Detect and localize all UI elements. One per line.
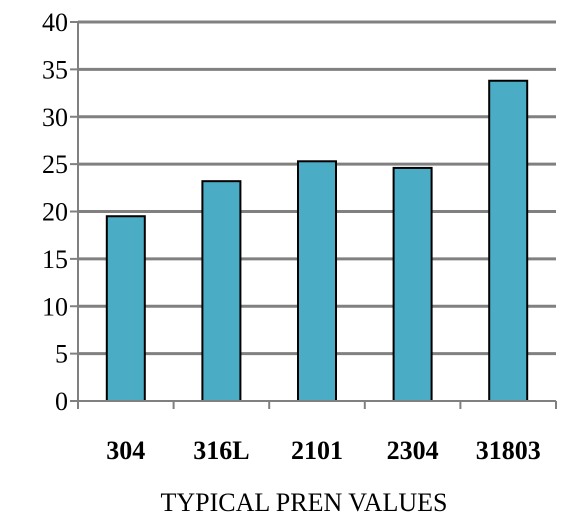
x-axis-title: TYPICAL PREN VALUES	[160, 488, 447, 517]
bar-2304	[392, 166, 433, 402]
x-tick-labels: 304 316L 2101 2304 31803	[106, 436, 540, 465]
y-tick-label: 20	[42, 198, 68, 227]
y-tick-label: 15	[42, 245, 68, 274]
bar-316L	[201, 180, 242, 402]
y-tick-labels: 0 5 10 15 20 25 30 35 40	[42, 8, 68, 416]
axes	[70, 21, 557, 409]
x-tick-label: 2304	[387, 436, 439, 465]
x-tick-label: 316L	[193, 436, 249, 465]
x-tick-label: 31803	[476, 436, 541, 465]
y-tick-label: 0	[55, 387, 68, 416]
y-tick-label: 40	[42, 8, 68, 37]
bar-series	[105, 79, 529, 403]
x-tick-label: 2101	[291, 436, 343, 465]
y-tick-label: 30	[42, 103, 68, 132]
y-tick-label: 35	[42, 55, 68, 84]
bar-304	[105, 215, 146, 402]
bar-31803	[488, 79, 529, 403]
y-tick-label: 10	[42, 292, 68, 321]
x-tick-label: 304	[106, 436, 145, 465]
y-tick-label: 25	[42, 150, 68, 179]
bar-2101	[297, 160, 337, 402]
y-tick-label: 5	[55, 340, 68, 369]
